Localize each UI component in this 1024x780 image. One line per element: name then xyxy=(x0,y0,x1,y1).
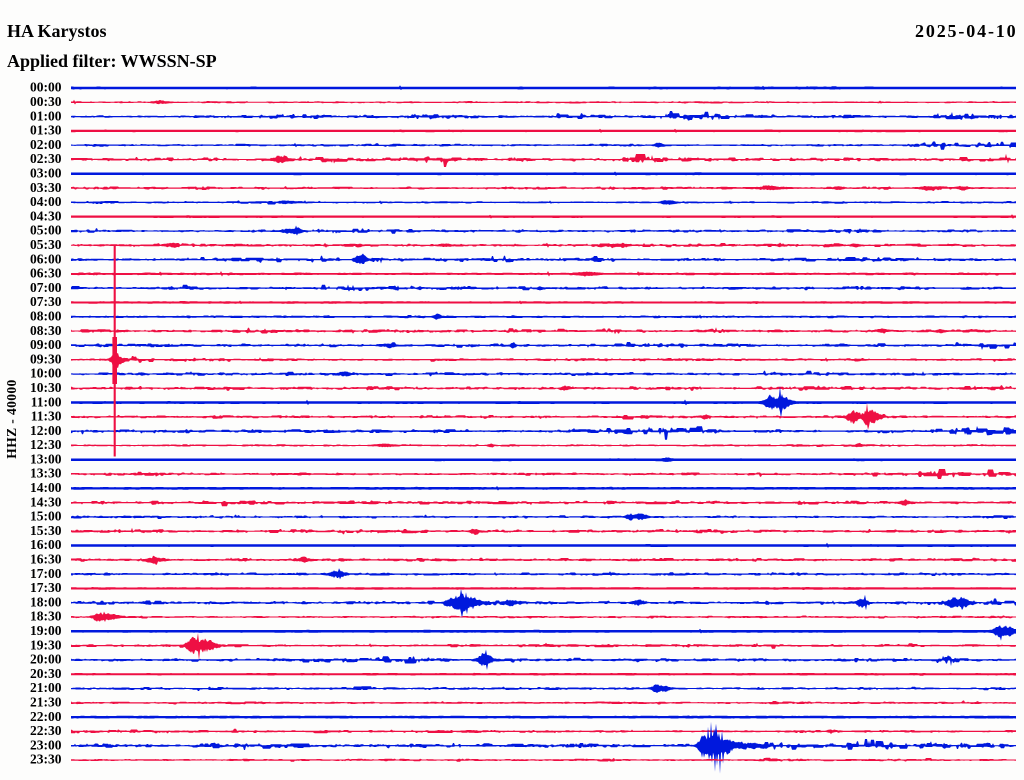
svg-text:20:00: 20:00 xyxy=(30,652,62,667)
svg-text:05:00: 05:00 xyxy=(30,223,62,238)
svg-text:10:00: 10:00 xyxy=(30,366,62,381)
svg-text:06:30: 06:30 xyxy=(30,266,62,281)
svg-text:08:00: 08:00 xyxy=(30,309,62,324)
svg-text:04:00: 04:00 xyxy=(30,194,62,209)
svg-text:01:00: 01:00 xyxy=(30,108,62,123)
svg-text:07:30: 07:30 xyxy=(30,294,62,309)
svg-text:08:30: 08:30 xyxy=(30,323,62,338)
svg-text:03:30: 03:30 xyxy=(30,180,62,195)
svg-text:12:30: 12:30 xyxy=(30,437,62,452)
svg-text:14:00: 14:00 xyxy=(30,480,62,495)
svg-text:02:30: 02:30 xyxy=(30,151,62,166)
svg-text:03:00: 03:00 xyxy=(30,166,62,181)
svg-text:21:30: 21:30 xyxy=(30,695,62,710)
svg-text:09:30: 09:30 xyxy=(30,351,62,366)
svg-text:02:00: 02:00 xyxy=(30,137,62,152)
svg-text:18:00: 18:00 xyxy=(30,594,62,609)
svg-text:18:30: 18:30 xyxy=(30,609,62,624)
svg-text:10:30: 10:30 xyxy=(30,380,62,395)
svg-text:00:30: 00:30 xyxy=(30,94,62,109)
svg-text:07:00: 07:00 xyxy=(30,280,62,295)
svg-text:13:00: 13:00 xyxy=(30,451,62,466)
svg-text:23:30: 23:30 xyxy=(30,752,62,767)
svg-text:11:00: 11:00 xyxy=(31,394,62,409)
svg-text:09:00: 09:00 xyxy=(30,337,62,352)
svg-text:13:30: 13:30 xyxy=(30,466,62,481)
svg-text:19:30: 19:30 xyxy=(30,637,62,652)
svg-text:11:30: 11:30 xyxy=(31,409,62,424)
svg-text:21:00: 21:00 xyxy=(30,680,62,695)
svg-text:16:30: 16:30 xyxy=(30,552,62,567)
svg-text:17:00: 17:00 xyxy=(30,566,62,581)
svg-text:01:30: 01:30 xyxy=(30,123,62,138)
svg-text:04:30: 04:30 xyxy=(30,208,62,223)
svg-text:22:30: 22:30 xyxy=(30,723,62,738)
svg-text:12:00: 12:00 xyxy=(30,423,62,438)
svg-text:15:30: 15:30 xyxy=(30,523,62,538)
svg-text:17:30: 17:30 xyxy=(30,580,62,595)
svg-text:15:00: 15:00 xyxy=(30,509,62,524)
svg-text:23:00: 23:00 xyxy=(30,737,62,752)
svg-text:16:00: 16:00 xyxy=(30,537,62,552)
svg-text:19:00: 19:00 xyxy=(30,623,62,638)
svg-text:20:30: 20:30 xyxy=(30,666,62,681)
svg-text:14:30: 14:30 xyxy=(30,494,62,509)
svg-text:00:00: 00:00 xyxy=(30,80,62,95)
svg-text:05:30: 05:30 xyxy=(30,237,62,252)
svg-text:22:00: 22:00 xyxy=(30,709,62,724)
svg-text:06:00: 06:00 xyxy=(30,251,62,266)
